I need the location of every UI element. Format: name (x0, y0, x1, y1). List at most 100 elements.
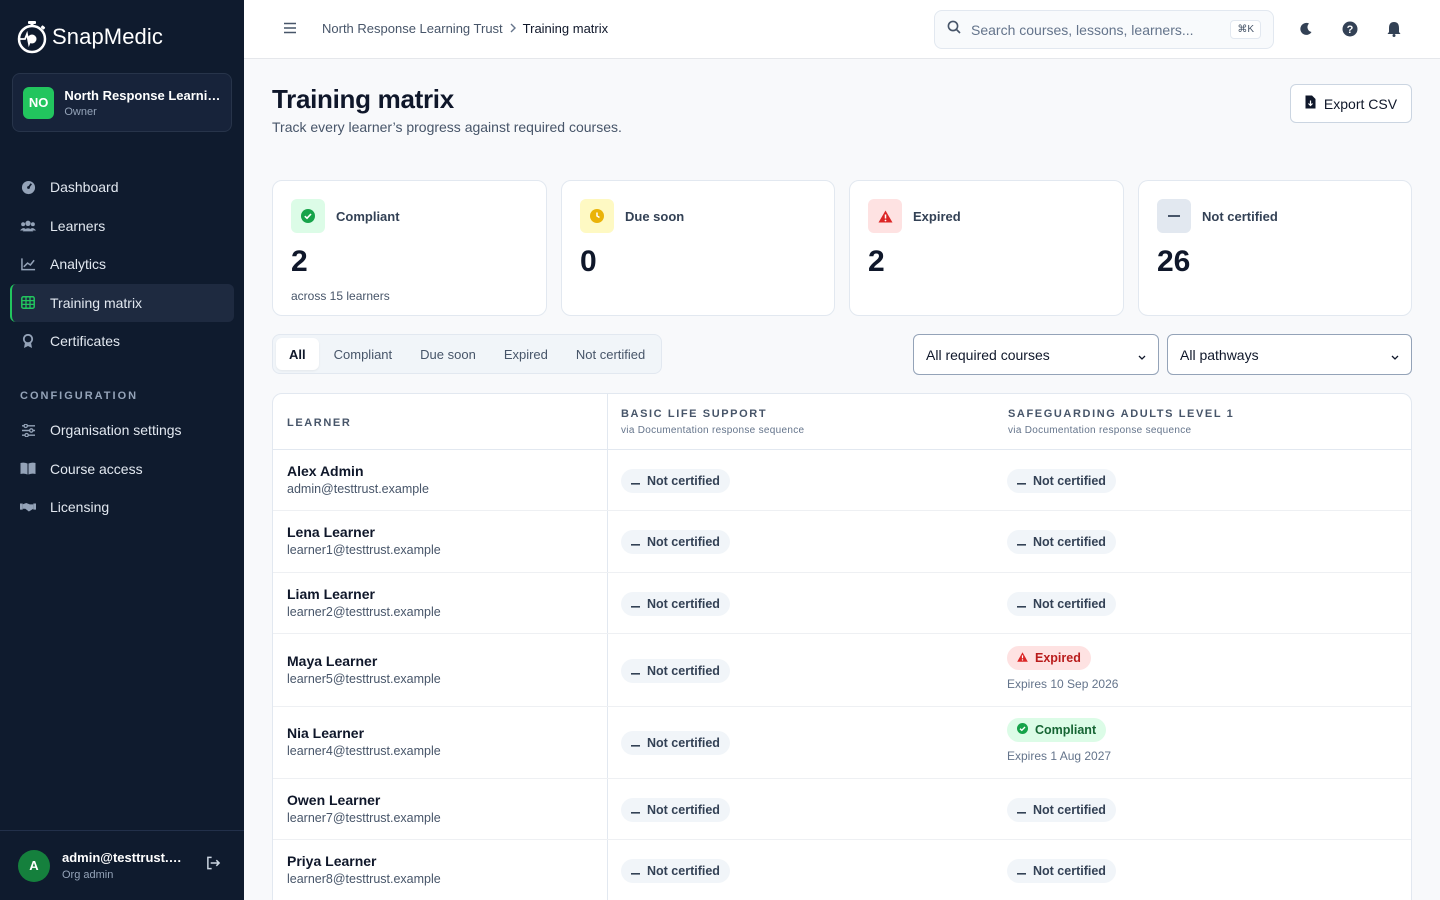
minus-icon (1017, 597, 1026, 611)
table-row[interactable]: Owen Learner learner7@testtrust.example No… (273, 779, 1411, 840)
status-label: Not certified (647, 663, 720, 678)
column-divider (607, 394, 608, 900)
status-pill[interactable]: Not certified (1007, 530, 1116, 554)
svg-text:?: ? (1347, 24, 1354, 36)
pathway-select[interactable]: All pathways (1167, 334, 1412, 375)
status-label: Not certified (647, 736, 720, 750)
chevron-down-icon (1138, 347, 1146, 363)
status-pill[interactable]: Not certified (621, 859, 730, 883)
user-menu[interactable]: A admin@testtrust.example Org admin (0, 830, 244, 900)
status-pill[interactable]: Not certified (621, 468, 730, 493)
learner-email: learner8@testtrust.example (287, 872, 441, 886)
org-role: Owner (64, 105, 97, 118)
nav-label: Certificates (50, 333, 121, 349)
breadcrumb: North Response Learning Trust Training m… (322, 21, 608, 36)
column-header-safeguarding-adults[interactable]: SAFEGUARDING ADULTS LEVEL 1 (1008, 408, 1235, 420)
nav-item-certificates[interactable]: Certificates (10, 322, 234, 360)
tab-all[interactable]: All (276, 338, 319, 370)
status-pill[interactable]: Not certified (1007, 468, 1116, 493)
tab-expired[interactable]: Expired (503, 346, 548, 362)
dashboard-icon (20, 179, 36, 195)
stat-value: 26 (1157, 245, 1191, 278)
nav-label: Analytics (50, 256, 107, 272)
learner-name[interactable]: Lena Learner (287, 524, 375, 540)
main-nav: Dashboard Learners Analytics Training ma… (10, 168, 234, 361)
help-icon[interactable]: ? (1341, 20, 1359, 38)
nav-item-training-matrix[interactable]: Training matrix (10, 283, 234, 322)
search-input[interactable] (971, 21, 1221, 38)
export-csv-button[interactable]: Export CSV (1290, 84, 1412, 123)
minus-icon (1017, 535, 1026, 549)
org-switcher[interactable]: NO North Response Learning Trust Owner (12, 73, 232, 132)
user-role: Org admin (62, 869, 114, 881)
status-label: Not certified (647, 802, 720, 817)
status-label: Not certified (1033, 473, 1106, 488)
learner-email: learner2@testtrust.example (287, 604, 441, 619)
clock-icon (580, 199, 614, 233)
status-pill[interactable]: Not certified (621, 591, 730, 616)
learner-name[interactable]: Priya Learner (287, 853, 377, 869)
tab-compliant[interactable]: Compliant (333, 346, 393, 362)
tab-not-certified[interactable]: Not certified (575, 346, 646, 362)
sidebar: SnapMedic NO North Response Learning Tru… (0, 0, 244, 900)
status-pill[interactable]: Not certified (1007, 591, 1116, 616)
expiry-date: Expires 1 Aug 2027 (1007, 749, 1112, 763)
warning-triangle-icon (1017, 651, 1028, 665)
status-pill[interactable]: Not certified (1007, 859, 1116, 883)
table-row[interactable]: Alex Admin admin@testtrust.example Not cer… (273, 450, 1411, 511)
nav-item-learners[interactable]: Learners (10, 207, 234, 245)
breadcrumb-org[interactable]: North Response Learning Trust (322, 21, 503, 36)
table-row[interactable]: Lena Learner learner1@testtrust.example No… (273, 511, 1411, 573)
learner-name[interactable]: Maya Learner (287, 652, 378, 669)
table-row[interactable]: Maya Learner learner5@testtrust.example No… (273, 634, 1411, 707)
moon-icon[interactable] (1297, 20, 1315, 38)
pathway-select-value: All pathways (1180, 346, 1259, 363)
org-avatar: NO (23, 86, 55, 119)
status-filter-tabs: All Compliant Due soon Expired Not certi… (272, 334, 663, 374)
status-pill[interactable]: Not certified (621, 731, 730, 755)
minus-icon (1017, 864, 1026, 878)
search-bar[interactable]: ⌘K (934, 10, 1274, 49)
learner-name[interactable]: Owen Learner (287, 791, 381, 808)
org-name: North Response Learning Trust (64, 87, 221, 103)
nav-item-licensing[interactable]: Licensing (10, 488, 234, 526)
brand[interactable]: SnapMedic (16, 18, 163, 56)
nav-item-course-access[interactable]: Course access (10, 450, 234, 488)
status-pill[interactable]: Not certified (621, 658, 730, 683)
bell-icon[interactable] (1385, 20, 1403, 38)
status-label: Not certified (1033, 535, 1106, 549)
table-row[interactable]: Liam Learner learner2@testtrust.example No… (273, 573, 1411, 634)
status-pill[interactable]: Not certified (1007, 797, 1116, 822)
nav-item-organisation-settings[interactable]: Organisation settings (10, 411, 234, 449)
config-nav: Organisation settings Course access Lice… (10, 411, 234, 527)
learner-email: learner1@testtrust.example (287, 543, 441, 557)
stat-label: Compliant (336, 208, 400, 224)
table-row[interactable]: Nia Learner learner4@testtrust.example Not… (273, 707, 1411, 779)
config-section-label: CONFIGURATION (20, 390, 139, 402)
column-header-learner[interactable]: LEARNER (287, 417, 352, 429)
menu-toggle-icon[interactable] (282, 20, 298, 36)
nav-item-analytics[interactable]: Analytics (10, 245, 234, 283)
nav-label: Organisation settings (50, 422, 182, 438)
status-pill[interactable]: Not certified (621, 797, 730, 822)
stat-card-compliant[interactable]: Compliant 2 across 15 learners (272, 180, 547, 316)
status-pill[interactable]: Compliant (1007, 718, 1107, 742)
stat-card-not-certified[interactable]: Not certified 26 (1138, 180, 1412, 316)
learner-name[interactable]: Alex Admin (287, 462, 364, 479)
stat-card-due-soon[interactable]: Due soon 0 (561, 180, 835, 316)
column-header-basic-life-support[interactable]: BASIC LIFE SUPPORT (621, 408, 768, 420)
course-select[interactable]: All required courses (913, 334, 1159, 375)
table-row[interactable]: Priya Learner learner8@testtrust.example N… (273, 840, 1411, 900)
learner-name[interactable]: Liam Learner (287, 585, 375, 602)
status-label: Not certified (647, 596, 720, 611)
status-label: Expired (1035, 650, 1081, 665)
tab-due-soon[interactable]: Due soon (420, 346, 476, 362)
status-pill[interactable]: Expired (1007, 645, 1091, 670)
logout-icon[interactable] (206, 856, 221, 875)
status-label: Not certified (647, 535, 720, 549)
stat-card-expired[interactable]: Expired 2 (849, 180, 1124, 316)
status-pill[interactable]: Not certified (621, 530, 730, 554)
nav-item-dashboard[interactable]: Dashboard (10, 168, 234, 206)
learner-name[interactable]: Nia Learner (287, 725, 365, 741)
stat-value: 0 (580, 245, 597, 278)
